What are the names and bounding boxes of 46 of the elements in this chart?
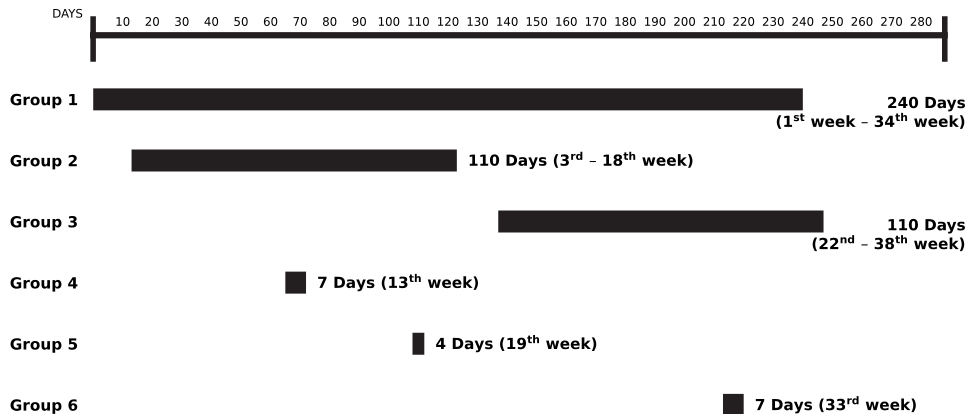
- x-tick-label: 200: [674, 17, 696, 26]
- x-tick-label: 130: [468, 17, 488, 26]
- x-tick-label: 80: [322, 17, 336, 26]
- x-tick-label: 180: [615, 17, 636, 26]
- y-tick-label: Group 6: [10, 399, 78, 414]
- x-tick-label: 50: [234, 17, 248, 26]
- data-label: 4 Days (19$^{th}$ week): [436, 335, 596, 352]
- x-tick-label: 100: [378, 17, 400, 26]
- x-tick-label: 210: [704, 17, 725, 26]
- x-tick-label: 230: [762, 17, 784, 26]
- x-tick-label: 170: [586, 17, 606, 26]
- y-tick-label: Group 1: [10, 94, 78, 108]
- x-tick-label: 270: [881, 17, 902, 26]
- x-tick-label: 190: [645, 17, 666, 26]
- data-label: 7 Days (13$^{th}$ week): [318, 274, 478, 292]
- x-tick-label: 220: [733, 17, 754, 26]
- x-tick-label: 40: [204, 17, 218, 26]
- x-tick-label: 280: [910, 17, 932, 26]
- x-tick-label: 160: [556, 17, 577, 26]
- x-tick-label: 110: [408, 17, 429, 26]
- x-tick-label: 150: [526, 17, 548, 26]
- x-axis-title: DAYS: [53, 8, 82, 18]
- data-label: 7 Days (33$^{rd}$ week): [756, 396, 916, 414]
- y-tick-label: Group 2: [10, 154, 77, 170]
- bar: [412, 332, 424, 355]
- y-tick-label: Group 3: [10, 216, 77, 231]
- y-tick-label: Group 5: [10, 338, 78, 353]
- x-tick-label: 240: [792, 17, 814, 26]
- x-tick-label: 120: [438, 17, 458, 26]
- x-tick-label: 20: [146, 17, 159, 26]
- bar: [93, 88, 803, 110]
- x-tick-label: 90: [352, 17, 366, 26]
- bar: [498, 210, 824, 233]
- bar: [285, 272, 306, 294]
- bar: [132, 149, 457, 172]
- y-tick-label: Group 4: [10, 277, 78, 292]
- x-tick-label: 250: [822, 17, 843, 26]
- x-tick-label: 140: [497, 17, 518, 26]
- x-tick-label: 10: [116, 17, 130, 26]
- x-tick-label: 60: [264, 17, 278, 26]
- text: 240 Days (1$^{st}$ week – 34$^{th}$ week): [776, 96, 965, 129]
- x-tick-label: 70: [294, 17, 307, 26]
- x-tick-label: 30: [175, 17, 189, 26]
- x-tick-label: 260: [852, 17, 872, 26]
- text: 110 Days (22$^{nd}$ – 38$^{th}$ week): [812, 218, 965, 252]
- data-label: 110 Days (3$^{rd}$ – 18$^{th}$ week): [470, 152, 692, 170]
